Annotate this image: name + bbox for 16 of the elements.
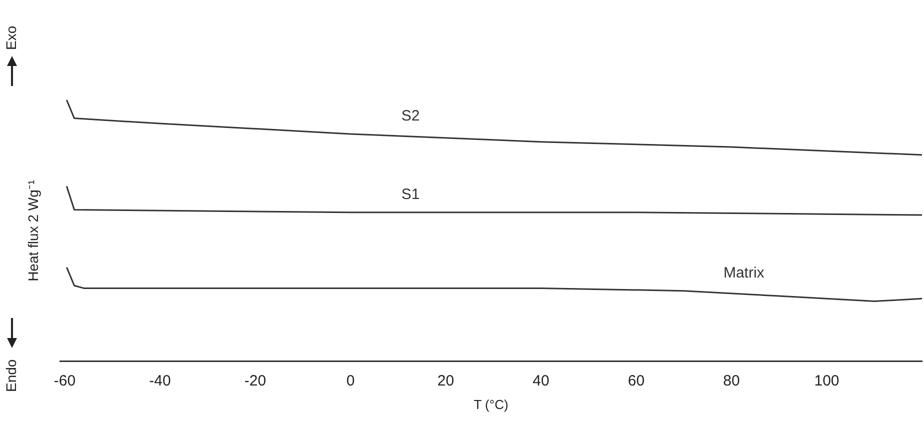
x-tick-label: 60 [628,372,645,390]
x-tick-label: 20 [437,372,454,390]
series-label: S2 [401,108,420,125]
x-tick-label: -20 [244,372,266,390]
series-label: Matrix [723,264,765,282]
text: Endo [2,359,19,392]
series-label: S1 [401,186,420,204]
x-tick-label: 100 [814,372,840,390]
x-tick-label: 0 [346,372,355,390]
x-tick-label: 40 [532,372,550,390]
x-axis-title: T (°C) [474,396,508,412]
y-axis-title: Heat flux 2 Wg⁻¹ [24,180,41,282]
text: Exo [2,26,19,50]
x-tick-label: -40 [149,372,171,390]
x-tick-label: 80 [723,372,740,390]
x-tick-label: -60 [54,372,76,390]
